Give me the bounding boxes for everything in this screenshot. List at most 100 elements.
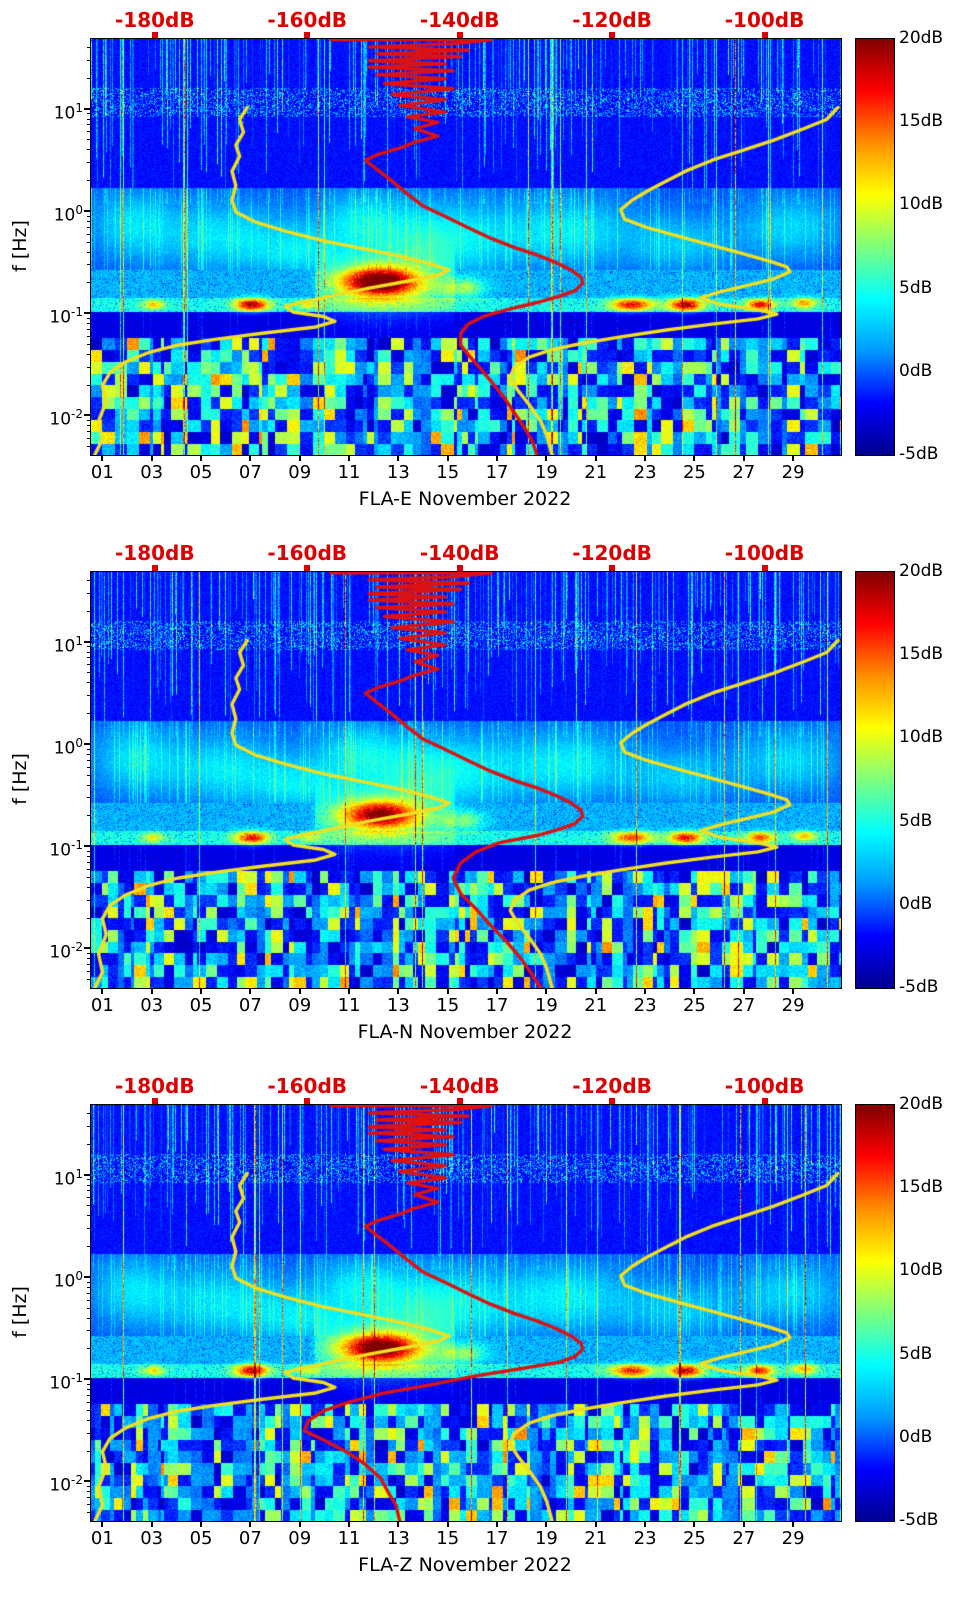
spectrogram-canvas: [91, 1105, 841, 1521]
x-axis-ticks: 01 03 05 07 09 11 13 15 17 19 21 23 25 27 29: [0, 533, 962, 1066]
plot-area: [90, 1104, 842, 1522]
x-axis-tick-label: 23: [633, 995, 657, 1016]
y-minor-tick-mark: [87, 1419, 90, 1421]
y-minor-tick-mark: [87, 682, 90, 684]
y-minor-tick-mark: [87, 343, 90, 345]
y-minor-tick-mark: [87, 651, 90, 653]
x-axis-tick-label: 23: [633, 462, 657, 483]
top-db-axis: -180dB -160dB -140dB -120dB -100dB: [0, 1066, 962, 1599]
y-minor-tick-mark: [87, 1348, 90, 1350]
y-minor-tick-mark: [87, 149, 90, 151]
x-axis-tick-label: 07: [238, 995, 262, 1016]
x-axis-tick-mark: [150, 456, 153, 461]
y-tick-label: 10-2: [49, 1473, 83, 1497]
x-axis-tick-mark: [693, 989, 696, 994]
x-axis-tick-mark: [348, 1522, 351, 1527]
panel-title: FLA-Z November 2022: [358, 1554, 572, 1576]
colorbar-tick-label: 15dB: [899, 111, 944, 132]
y-minor-tick-mark: [87, 862, 90, 864]
y-minor-tick-mark: [87, 241, 90, 243]
y-minor-tick-mark: [87, 226, 90, 228]
y-minor-tick-mark: [87, 446, 90, 448]
y-minor-tick-mark: [87, 77, 90, 79]
y-minor-tick-mark: [87, 766, 90, 768]
y-minor-tick-mark: [87, 1450, 90, 1452]
top-axis-tick-mark: [761, 565, 768, 571]
y-minor-tick-mark: [87, 1497, 90, 1499]
colorbar: [855, 571, 895, 989]
top-axis-tick-label: -140dB: [419, 541, 500, 565]
x-axis-tick-label: 29: [781, 462, 805, 483]
y-tick-label: 10-1: [49, 1371, 83, 1394]
x-axis-tick-label: 21: [584, 995, 608, 1016]
y-minor-tick-mark: [87, 251, 90, 253]
y-minor-tick-mark: [87, 856, 90, 858]
top-axis-tick-mark: [304, 1098, 311, 1104]
x-axis-tick-mark: [298, 989, 301, 994]
y-minor-tick-mark: [87, 797, 90, 799]
y-minor-tick-mark: [87, 438, 90, 440]
x-axis-tick-mark: [594, 989, 597, 994]
y-minor-tick-mark: [87, 1432, 90, 1434]
x-axis-tick-mark: [742, 456, 745, 461]
y-tick-mark: [84, 1378, 90, 1381]
y-tick-mark: [84, 845, 90, 848]
y-minor-tick-mark: [87, 646, 90, 648]
y-minor-tick-mark: [87, 1246, 90, 1248]
y-tick-mark: [84, 742, 90, 745]
plot-area: [90, 571, 842, 989]
y-minor-tick-mark: [87, 1395, 90, 1397]
y-minor-tick-mark: [87, 1205, 90, 1207]
x-axis-tick-label: 29: [781, 995, 805, 1016]
x-axis-tick-mark: [348, 989, 351, 994]
x-axis-tick-label: 25: [682, 995, 706, 1016]
y-minor-tick-mark: [87, 420, 90, 422]
top-axis-tick-mark: [609, 565, 616, 571]
x-axis-tick-label: 21: [584, 1528, 608, 1549]
x-axis-tick-mark: [446, 989, 449, 994]
x-axis-tick-label: 27: [732, 1528, 756, 1549]
y-minor-tick-mark: [87, 1281, 90, 1283]
colorbar-tick-label: 0dB: [899, 360, 933, 381]
x-axis-tick-mark: [644, 989, 647, 994]
x-axis-tick-mark: [298, 456, 301, 461]
y-minor-tick-mark: [87, 958, 90, 960]
y-minor-tick-mark: [87, 784, 90, 786]
y-minor-tick-mark: [87, 1504, 90, 1506]
y-minor-tick-mark: [87, 431, 90, 433]
x-axis-tick-label: 29: [781, 1528, 805, 1549]
y-axis-ticks: 101 100 10-1 10-2: [0, 1066, 962, 1599]
colorbar-tick-label: 0dB: [899, 1426, 933, 1447]
y-tick-label: 101: [53, 100, 83, 124]
y-minor-tick-mark: [87, 580, 90, 581]
colorbar-ticks: 20dB 15dB 10dB 5dB 0dB -5dB: [0, 0, 962, 533]
x-axis-tick-label: 01: [90, 1528, 114, 1549]
y-minor-tick-mark: [87, 815, 90, 817]
x-axis-tick-label: 03: [140, 995, 164, 1016]
y-minor-tick-mark: [87, 1184, 90, 1186]
x-axis-tick-mark: [101, 456, 104, 461]
top-axis-tick-mark: [151, 1098, 158, 1104]
y-minor-tick-mark: [87, 953, 90, 955]
top-axis-tick-label: -100dB: [724, 541, 805, 565]
top-axis-tick-label: -180dB: [114, 541, 195, 565]
x-axis-tick-label: 09: [288, 1528, 312, 1549]
top-db-axis: -180dB -160dB -140dB -120dB -100dB: [0, 0, 962, 533]
colorbar-tick-label: 20dB: [899, 561, 944, 581]
x-axis-tick-mark: [200, 1522, 203, 1527]
y-tick-mark: [84, 414, 90, 417]
x-axis-tick-label: 15: [436, 995, 460, 1016]
top-axis-tick-mark: [456, 565, 463, 571]
colorbar-tick-label: 10dB: [899, 1260, 944, 1281]
x-axis-tick-mark: [150, 1522, 153, 1527]
x-axis-tick-mark: [397, 456, 400, 461]
colorbar-tick-label: -5dB: [899, 444, 939, 464]
spectrogram-panel-fla-e: -180dB -160dB -140dB -120dB -100dB f [Hz] 10…: [0, 0, 962, 533]
y-minor-tick-mark: [87, 759, 90, 761]
top-axis-tick-label: -160dB: [267, 1074, 348, 1098]
x-axis-tick-mark: [101, 989, 104, 994]
top-axis-tick-mark: [304, 565, 311, 571]
top-axis-tick-mark: [151, 565, 158, 571]
x-axis-tick-label: 17: [485, 1528, 509, 1549]
x-axis-tick-mark: [496, 1522, 499, 1527]
